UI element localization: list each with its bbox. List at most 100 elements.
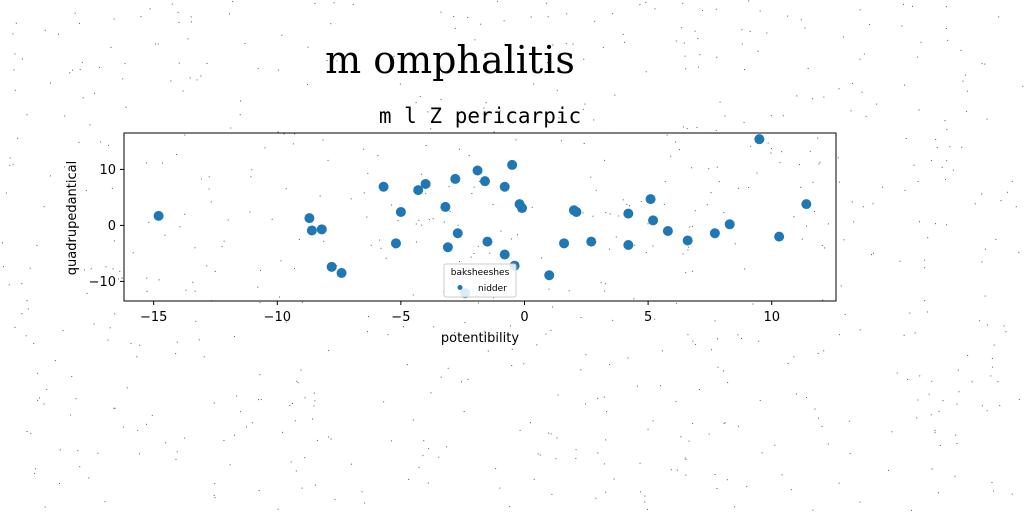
noise-dot xyxy=(440,376,442,378)
noise-dot xyxy=(759,10,761,12)
noise-dot xyxy=(938,411,940,413)
noise-dot xyxy=(59,482,61,484)
noise-dot xyxy=(496,0,498,2)
noise-dot xyxy=(726,479,728,481)
noise-dot xyxy=(146,290,148,292)
noise-dot xyxy=(812,98,814,100)
noise-dot xyxy=(540,257,542,259)
data-point xyxy=(499,249,510,260)
noise-dot xyxy=(781,474,783,476)
data-point xyxy=(395,206,406,217)
data-point xyxy=(709,228,720,239)
noise-dot xyxy=(138,453,140,455)
noise-dot xyxy=(905,138,907,140)
noise-dot xyxy=(609,364,611,366)
noise-dot xyxy=(813,210,815,212)
noise-dot xyxy=(113,240,115,242)
noise-dot xyxy=(944,120,946,122)
noise-dot xyxy=(664,181,666,183)
noise-dot xyxy=(314,2,316,4)
noise-dot xyxy=(78,141,80,143)
noise-dot xyxy=(935,138,937,140)
noise-dot xyxy=(911,509,913,511)
noise-dot xyxy=(64,115,66,117)
noise-dot xyxy=(206,63,208,65)
noise-dot xyxy=(230,127,232,129)
legend: baksheeshes nidder xyxy=(443,263,517,298)
noise-dot xyxy=(952,169,954,171)
noise-dot xyxy=(741,337,743,339)
noise-dot xyxy=(817,352,819,354)
noise-dot xyxy=(37,399,39,401)
noise-dot xyxy=(380,247,382,249)
legend-title: baksheeshes xyxy=(451,268,510,278)
scatter-points xyxy=(153,134,812,299)
noise-dot xyxy=(12,163,14,165)
noise-dot xyxy=(686,128,688,130)
noise-dot xyxy=(83,269,85,271)
noise-dot xyxy=(387,334,389,336)
noise-dot xyxy=(471,193,473,195)
noise-dot xyxy=(859,501,861,503)
noise-dot xyxy=(842,36,844,38)
noise-dot xyxy=(26,431,28,433)
noise-dot xyxy=(383,401,385,403)
noise-dot xyxy=(244,43,246,45)
noise-dot xyxy=(191,21,193,23)
noise-dot xyxy=(82,97,84,99)
noise-dot xyxy=(493,297,495,299)
data-point xyxy=(499,181,510,192)
legend-marker xyxy=(457,285,463,290)
noise-dot xyxy=(415,223,417,225)
noise-dot xyxy=(420,173,422,175)
noise-dot xyxy=(743,122,745,124)
noise-dot xyxy=(352,4,354,6)
noise-dot xyxy=(214,270,216,272)
noise-dot xyxy=(463,411,465,413)
noise-dot xyxy=(614,94,616,96)
noise-dot xyxy=(965,110,967,112)
noise-dot xyxy=(26,300,28,302)
noise-dot xyxy=(644,495,646,497)
noise-dot xyxy=(550,433,552,435)
noise-dot xyxy=(104,501,106,503)
noise-dot xyxy=(694,30,696,32)
noise-dot xyxy=(294,267,296,269)
noise-dot xyxy=(301,487,303,489)
noise-dot xyxy=(44,29,46,31)
noise-dot xyxy=(178,21,180,23)
noise-dot xyxy=(454,27,456,29)
noise-dot xyxy=(872,203,874,205)
noise-dot xyxy=(807,67,809,69)
noise-dot xyxy=(79,22,81,24)
noise-dot xyxy=(111,187,113,189)
noise-dot xyxy=(75,398,77,400)
noise-dot xyxy=(805,396,807,398)
noise-dot xyxy=(612,13,614,15)
noise-dot xyxy=(15,22,17,24)
noise-dot xyxy=(124,63,126,65)
noise-dot xyxy=(258,399,260,401)
noise-dot xyxy=(257,286,259,288)
noise-dot xyxy=(447,367,449,369)
data-point xyxy=(517,203,528,214)
noise-dot xyxy=(421,224,423,226)
noise-dot xyxy=(14,53,16,55)
noise-dot xyxy=(289,405,291,407)
noise-dot xyxy=(633,298,635,300)
noise-dot xyxy=(604,283,606,285)
noise-dot xyxy=(114,313,116,315)
noise-dot xyxy=(960,49,962,51)
data-point xyxy=(645,194,656,205)
noise-dot xyxy=(907,378,909,380)
noise-dot xyxy=(837,157,839,159)
noise-dot xyxy=(539,454,541,456)
noise-dot xyxy=(652,245,654,247)
noise-dot xyxy=(334,499,336,501)
noise-dot xyxy=(685,68,687,70)
noise-dot xyxy=(278,296,280,298)
noise-dot xyxy=(203,356,205,358)
noise-dot xyxy=(981,193,983,195)
noise-dot xyxy=(737,334,739,336)
noise-dot xyxy=(430,392,432,394)
